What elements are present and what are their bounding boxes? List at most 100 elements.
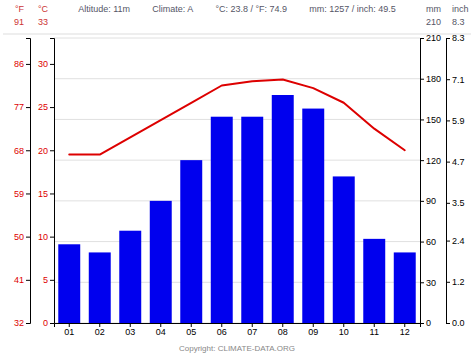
tick: 41	[14, 275, 30, 285]
x-axis: 010203040506070809101112	[55, 323, 421, 337]
tick-label: 120	[426, 156, 441, 166]
tick-mark	[420, 282, 424, 283]
tick-label: 10	[38, 232, 48, 242]
axis-domain	[50, 39, 55, 324]
axis-domain	[55, 324, 421, 328]
tick-label: 5	[43, 275, 48, 285]
tick-mark	[26, 193, 30, 194]
bar-series	[58, 95, 415, 323]
tick: 3.5	[446, 198, 465, 208]
tick: 15	[38, 189, 54, 199]
tick-mark	[446, 282, 450, 283]
tick-label: 02	[95, 327, 105, 337]
bar	[180, 160, 202, 323]
tick-mark	[26, 280, 30, 281]
tick-label: 32	[14, 318, 24, 328]
tick-label: 05	[186, 327, 196, 337]
tick-label: 25	[38, 102, 48, 112]
tick-mark	[446, 38, 450, 39]
tick-mark	[420, 201, 424, 202]
grid-line	[54, 38, 420, 39]
tick-mark	[26, 323, 30, 324]
tick: 03	[125, 323, 135, 337]
y-axis-fahrenheit: 32 41 50 59 68 77 86	[14, 39, 31, 329]
tick: 30	[420, 278, 436, 288]
tick-label: 7.1	[452, 75, 465, 85]
header-text: 33	[38, 17, 48, 27]
tick-mark	[26, 150, 30, 151]
tick: 0.0	[446, 318, 465, 328]
tick-mark	[50, 107, 54, 108]
tick-mark	[50, 237, 54, 238]
tick-mark	[446, 79, 450, 80]
grid	[54, 38, 420, 323]
axis-domain	[26, 39, 31, 324]
tick: 180	[420, 74, 441, 84]
chart: 0102030405060708091011120510152025303241…	[0, 0, 474, 355]
tick-label: 50	[14, 232, 24, 242]
tick-mark	[420, 242, 424, 243]
tick-mark	[50, 280, 54, 281]
header-text: 210	[426, 17, 441, 27]
tick-label: 180	[426, 74, 441, 84]
tick: 86	[14, 59, 30, 69]
tick: 08	[278, 323, 288, 337]
grid-line	[54, 78, 420, 79]
tick-label: 06	[217, 327, 227, 337]
tick-mark	[50, 150, 54, 151]
tick-label: 77	[14, 102, 24, 112]
header-text: 91	[14, 17, 24, 27]
axis-domain	[421, 39, 425, 324]
y-axis-inch: 0.01.22.43.54.75.97.18.3	[446, 33, 465, 328]
tick-label: 59	[14, 189, 24, 199]
tick: 8.3	[446, 33, 465, 43]
marks	[58, 79, 415, 323]
header-text: Altitude: 11m	[78, 4, 130, 14]
tick-label: 2.4	[452, 236, 465, 246]
tick: 68	[14, 146, 30, 156]
tick-label: 04	[156, 327, 166, 337]
tick-label: 30	[426, 278, 436, 288]
bar	[58, 244, 80, 323]
tick: 32	[14, 318, 30, 328]
tick-label: 0	[426, 318, 431, 328]
line	[69, 79, 405, 154]
header-text: °C	[38, 4, 49, 14]
y-axis-celsius: 051015202530	[38, 39, 55, 329]
tick: 60	[420, 237, 436, 247]
tick: 09	[308, 323, 318, 337]
tick: 7.1	[446, 75, 465, 85]
bar	[302, 109, 324, 323]
bar	[150, 201, 172, 323]
tick-label: 08	[278, 327, 288, 337]
tick-mark	[26, 64, 30, 65]
tick-mark	[446, 241, 450, 242]
tick: 5	[43, 275, 54, 285]
tick: 25	[38, 102, 54, 112]
bar	[363, 239, 385, 323]
bar	[394, 252, 416, 323]
tick: 90	[420, 196, 436, 206]
tick: 210	[420, 33, 441, 43]
tick-label: 3.5	[452, 198, 465, 208]
tick-mark	[446, 203, 450, 204]
grid-line	[54, 200, 420, 201]
header: °F°CAltitude: 11mClimate: A°C: 23.8 / °F…	[3, 4, 471, 34]
tick-label: 90	[426, 196, 436, 206]
bar	[333, 176, 355, 323]
tick-mark	[420, 160, 424, 161]
bar	[119, 231, 141, 323]
tick: 06	[217, 323, 227, 337]
tick-label: 68	[14, 146, 24, 156]
tick: 0	[43, 318, 54, 328]
tick: 07	[247, 323, 257, 337]
tick: 05	[186, 323, 196, 337]
tick-label: 8.3	[452, 33, 465, 43]
header-text: °F	[15, 4, 25, 14]
tick-label: 0	[43, 318, 48, 328]
tick-mark	[420, 79, 424, 80]
tick: 10	[339, 323, 349, 337]
tick: 12	[400, 323, 410, 337]
tick: 120	[420, 156, 441, 166]
tick-label: 210	[426, 33, 441, 43]
